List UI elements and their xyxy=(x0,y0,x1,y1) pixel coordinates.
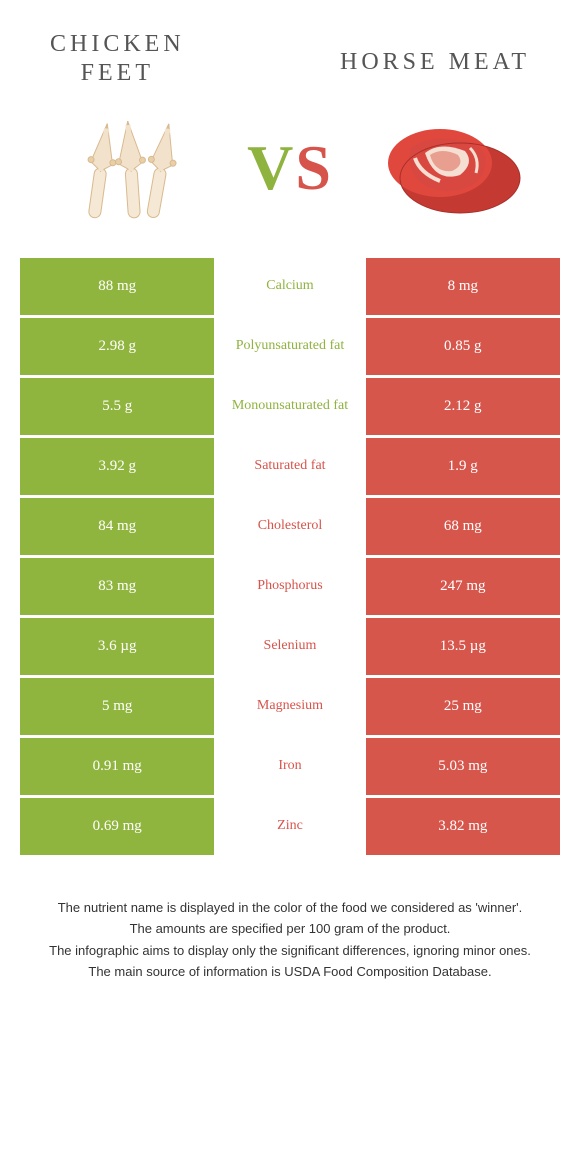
left-value: 5.5 g xyxy=(20,378,214,435)
nutrient-label: Iron xyxy=(214,738,365,795)
right-value: 68 mg xyxy=(366,498,560,555)
left-value: 2.98 g xyxy=(20,318,214,375)
table-row: 2.98 gPolyunsaturated fat0.85 g xyxy=(20,318,560,375)
chicken-feet-image xyxy=(50,108,200,228)
table-row: 3.92 gSaturated fat1.9 g xyxy=(20,438,560,495)
footer-notes: The nutrient name is displayed in the co… xyxy=(20,858,560,982)
right-value: 1.9 g xyxy=(366,438,560,495)
right-value: 3.82 mg xyxy=(366,798,560,855)
footer-line: The nutrient name is displayed in the co… xyxy=(40,898,540,918)
hero-row: VS xyxy=(20,108,560,258)
vs-label: VS xyxy=(247,131,333,205)
infographic-container: Chicken feet Horse meat xyxy=(0,0,580,1014)
nutrient-label: Magnesium xyxy=(214,678,365,735)
comparison-table: 88 mgCalcium8 mg2.98 gPolyunsaturated fa… xyxy=(20,258,560,855)
left-value: 84 mg xyxy=(20,498,214,555)
left-value: 5 mg xyxy=(20,678,214,735)
table-row: 0.91 mgIron5.03 mg xyxy=(20,738,560,795)
footer-line: The infographic aims to display only the… xyxy=(40,941,540,961)
nutrient-label: Monounsaturated fat xyxy=(214,378,365,435)
table-row: 88 mgCalcium8 mg xyxy=(20,258,560,315)
right-value: 13.5 µg xyxy=(366,618,560,675)
left-value: 3.6 µg xyxy=(20,618,214,675)
vs-s: S xyxy=(295,132,333,203)
nutrient-label: Zinc xyxy=(214,798,365,855)
table-row: 5 mgMagnesium25 mg xyxy=(20,678,560,735)
title-left: Chicken feet xyxy=(50,30,185,88)
left-value: 83 mg xyxy=(20,558,214,615)
title-right: Horse meat xyxy=(340,48,530,77)
table-row: 5.5 gMonounsaturated fat2.12 g xyxy=(20,378,560,435)
nutrient-label: Polyunsaturated fat xyxy=(214,318,365,375)
table-row: 3.6 µgSelenium13.5 µg xyxy=(20,618,560,675)
nutrient-label: Cholesterol xyxy=(214,498,365,555)
left-value: 88 mg xyxy=(20,258,214,315)
left-value: 0.91 mg xyxy=(20,738,214,795)
nutrient-label: Selenium xyxy=(214,618,365,675)
right-value: 5.03 mg xyxy=(366,738,560,795)
table-row: 84 mgCholesterol68 mg xyxy=(20,498,560,555)
nutrient-label: Phosphorus xyxy=(214,558,365,615)
left-value: 3.92 g xyxy=(20,438,214,495)
nutrient-label: Saturated fat xyxy=(214,438,365,495)
right-value: 247 mg xyxy=(366,558,560,615)
nutrient-label: Calcium xyxy=(214,258,365,315)
header: Chicken feet Horse meat xyxy=(20,20,560,108)
footer-line: The main source of information is USDA F… xyxy=(40,962,540,982)
table-row: 0.69 mgZinc3.82 mg xyxy=(20,798,560,855)
right-value: 0.85 g xyxy=(366,318,560,375)
left-value: 0.69 mg xyxy=(20,798,214,855)
right-value: 8 mg xyxy=(366,258,560,315)
table-row: 83 mgPhosphorus247 mg xyxy=(20,558,560,615)
right-value: 25 mg xyxy=(366,678,560,735)
footer-line: The amounts are specified per 100 gram o… xyxy=(40,919,540,939)
vs-v: V xyxy=(247,132,295,203)
horse-meat-image xyxy=(380,108,530,228)
right-value: 2.12 g xyxy=(366,378,560,435)
